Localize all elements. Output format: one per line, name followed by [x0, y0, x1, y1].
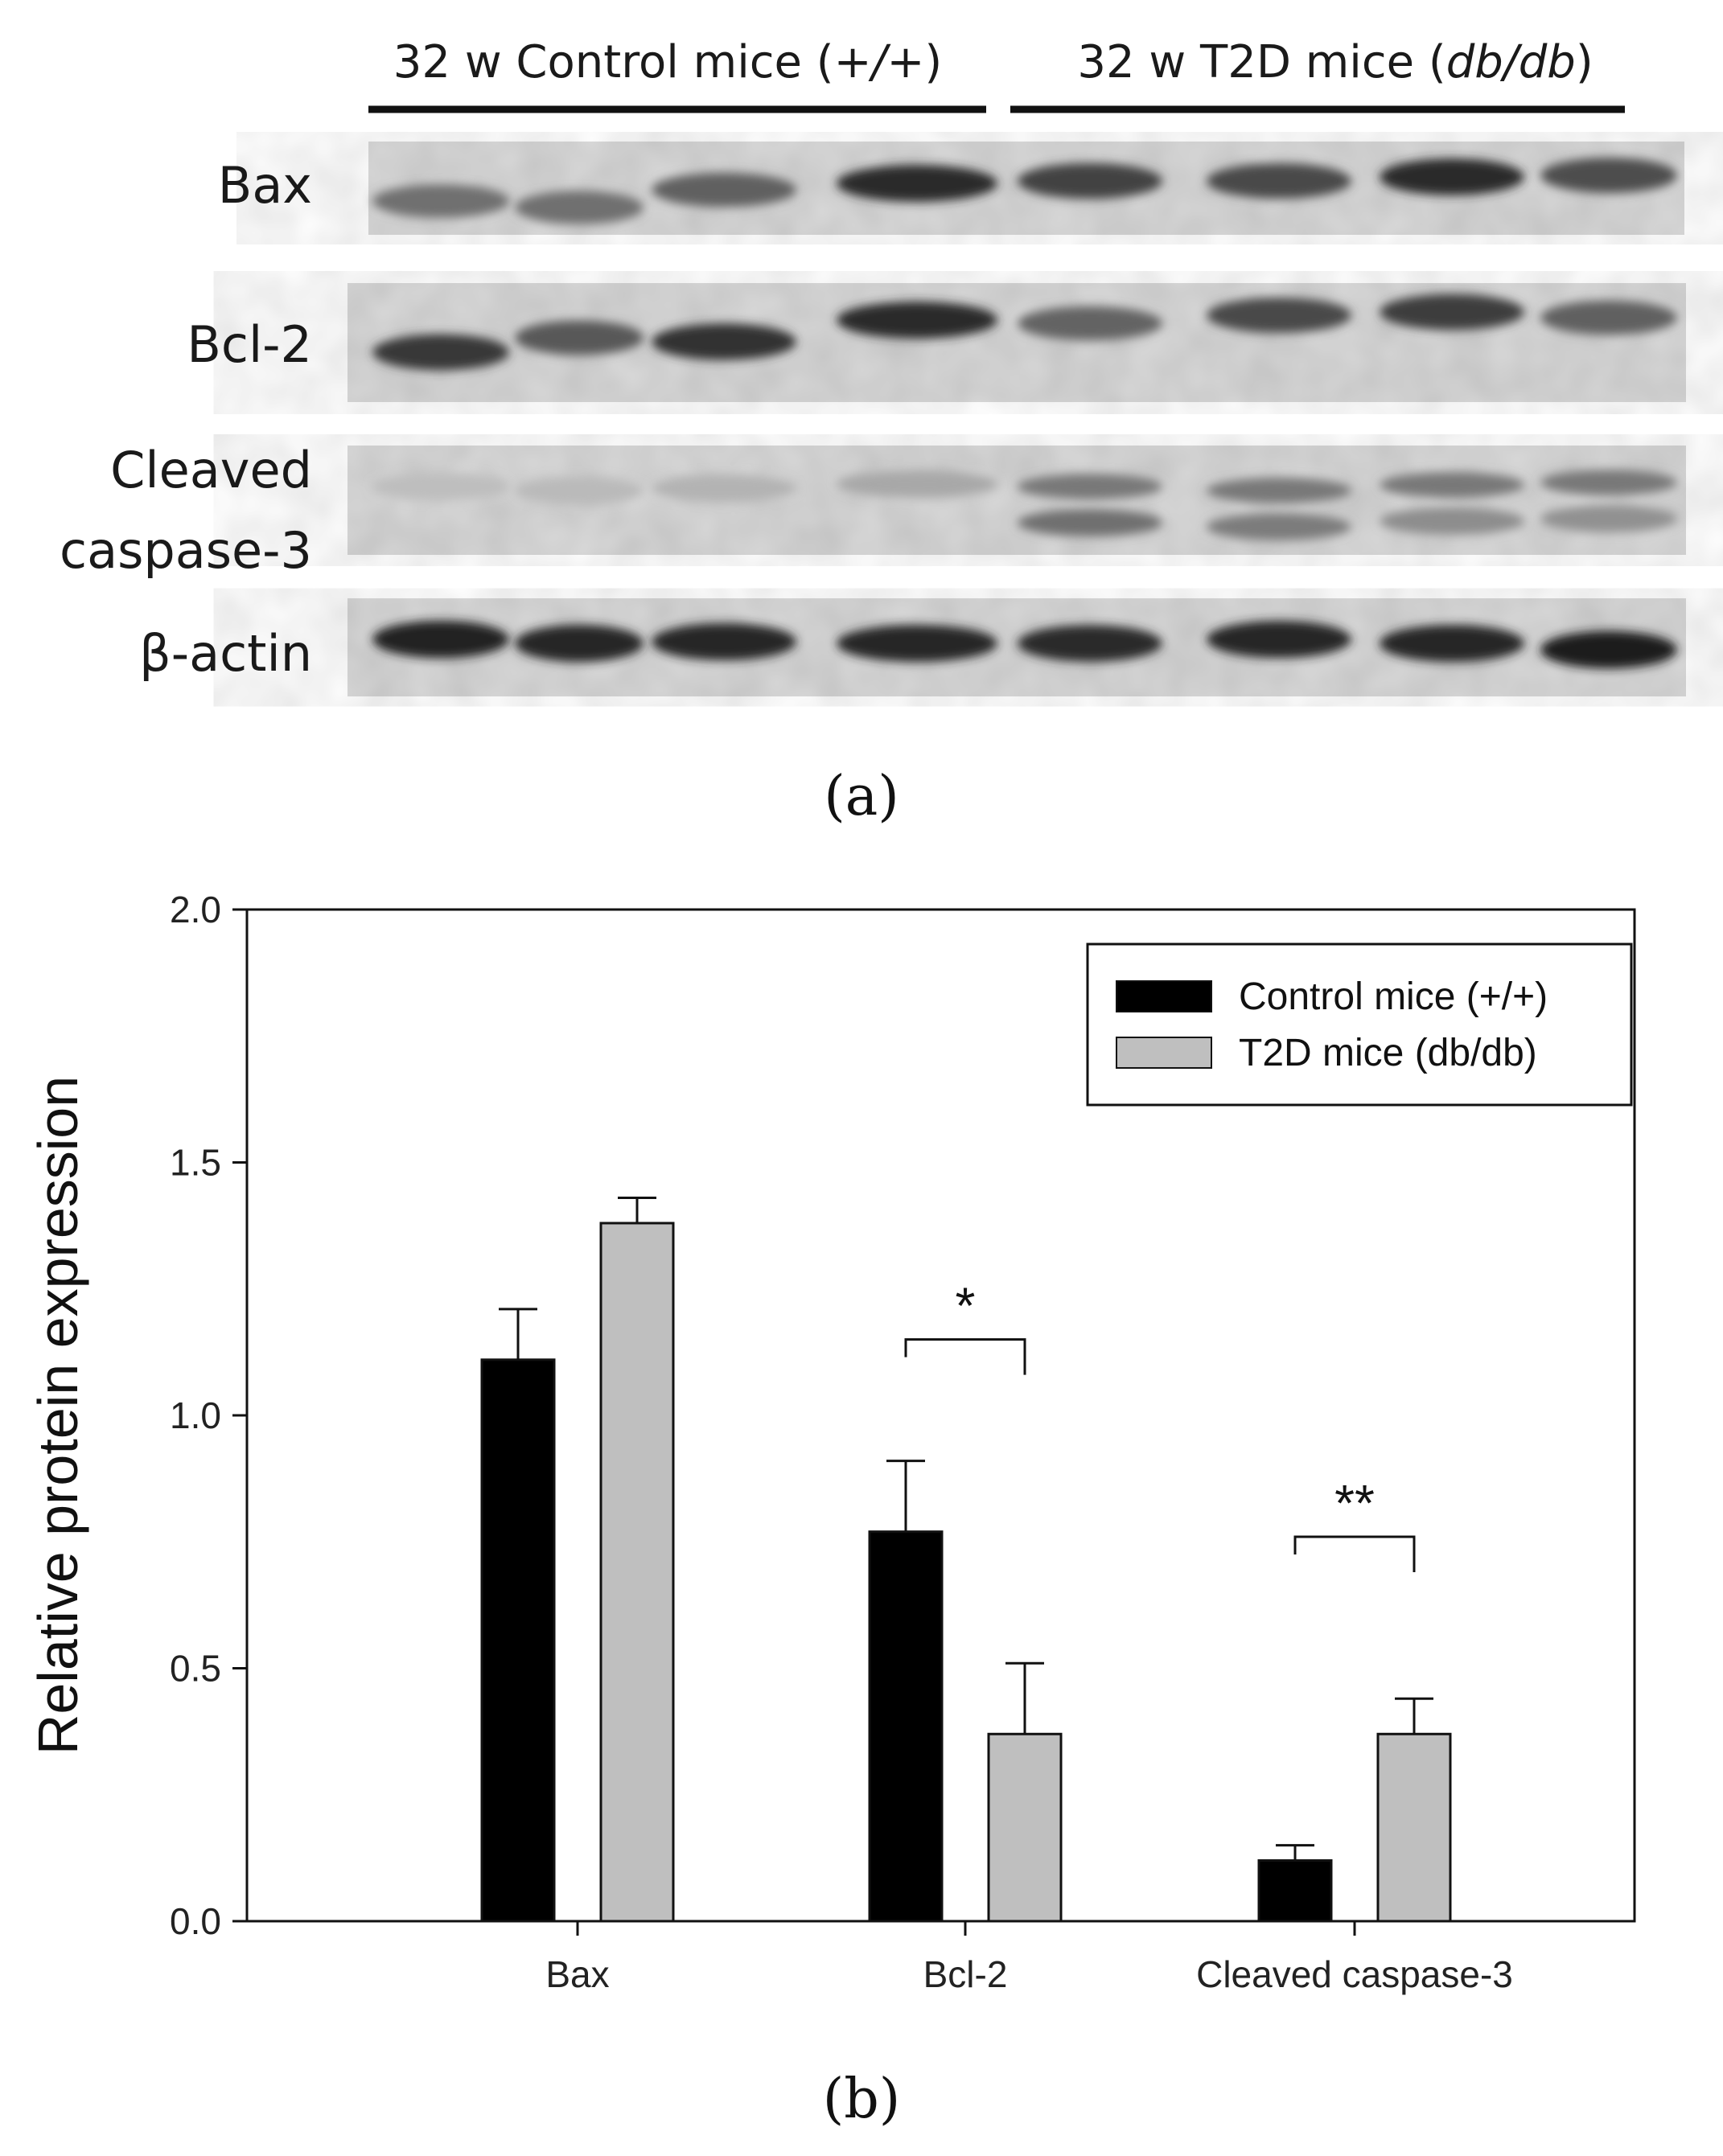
significance-bracket-cleaved-caspase-3 — [1293, 1535, 1416, 1572]
blot-band-cleaved-3 — [652, 474, 796, 502]
blot-row-label-beta-actin: β-actin — [139, 624, 312, 683]
bar-control-bax — [480, 1358, 556, 1923]
western-blot-panel: 32 w Control mice (+/+) 32 w T2D mice (d… — [60, 36, 1686, 828]
blot-band-bcl-2-6 — [1207, 297, 1351, 334]
blot-band-cleaved-2 — [515, 477, 644, 504]
blot-band-cleaved-4 — [837, 470, 997, 498]
blot-band-bax-6 — [1207, 162, 1351, 199]
legend-swatch-t2d — [1116, 1037, 1212, 1069]
group-label-t2d: 32 w T2D mice (db/db) — [1077, 36, 1593, 88]
blot-band-cleaved-1 — [372, 473, 509, 500]
significance-marker-bcl-2: * — [956, 1277, 976, 1335]
significance-annotations: *** — [904, 1277, 1416, 1572]
group-label-control-suffix: ) — [924, 36, 942, 88]
blot-band-bcl-2-2 — [515, 320, 644, 355]
blot-band-upper-cleaved-7 — [1380, 472, 1524, 498]
blot-row-label-bax: Bax — [218, 156, 312, 215]
group-label-control-genotype: +/+ — [834, 36, 925, 88]
bar-control-cleaved-caspase-3 — [1257, 1859, 1333, 1923]
blot-band-actin-2 — [515, 624, 644, 663]
blot-band-actin-5 — [1018, 625, 1162, 662]
blot-band-cleaved-5 — [1018, 509, 1162, 536]
blot-band-cleaved-7 — [1380, 507, 1524, 535]
blot-band-cleaved-8 — [1540, 505, 1677, 532]
group-label-t2d-prefix: 32 w T2D mice ( — [1077, 36, 1445, 88]
x-tick-label-cleaved-caspase-3: Cleaved caspase-3 — [1196, 1953, 1513, 1995]
x-axis: Bax Bcl-2 Cleaved caspase-3 — [545, 1921, 1513, 1995]
bar-control-bcl-2 — [868, 1530, 944, 1923]
significance-marker-cleaved-caspase-3: ** — [1334, 1474, 1375, 1532]
y-tick-label-0.0: 0.0 — [170, 1900, 221, 1942]
blot-band-bcl-2-5 — [1018, 306, 1162, 341]
group-label-t2d-genotype: db/db — [1446, 36, 1576, 88]
y-tick-label-2.0: 2.0 — [170, 889, 221, 930]
blot-band-bax-3 — [652, 172, 796, 207]
blot-band-cleaved-6 — [1207, 513, 1351, 540]
blot-row-label-bcl2: Bcl-2 — [187, 315, 312, 374]
blot-band-bax-5 — [1018, 162, 1162, 199]
blot-row-label-caspase3: caspase-3 — [60, 521, 312, 580]
bar-t2d-bax — [599, 1222, 675, 1923]
y-axis: 0.0 0.5 1.0 1.5 2.0 — [170, 889, 247, 1942]
x-tick-label-bcl-2: Bcl-2 — [923, 1953, 1008, 1995]
panel-a-label: (a) — [824, 765, 899, 828]
legend-box — [1086, 942, 1633, 1107]
legend-label-t2d: T2D mice (db/db) — [1239, 1032, 1537, 1074]
blot-band-actin-8 — [1540, 630, 1677, 669]
y-tick-label-1.0: 1.0 — [170, 1394, 221, 1436]
blot-band-upper-cleaved-8 — [1540, 470, 1677, 495]
y-tick-label-0.5: 0.5 — [170, 1648, 221, 1690]
blot-band-actin-4 — [837, 624, 997, 663]
bar-t2d-cleaved-caspase-3 — [1376, 1732, 1452, 1923]
blot-strips — [347, 142, 1686, 696]
blot-band-upper-cleaved-5 — [1018, 474, 1162, 499]
significance-bracket-bcl-2 — [904, 1338, 1026, 1375]
legend-swatch-control — [1116, 980, 1212, 1012]
blot-band-bcl-2-8 — [1540, 300, 1677, 335]
blot-band-bax-2 — [515, 191, 644, 224]
blot-band-actin-6 — [1207, 620, 1351, 659]
blot-row-label-cleaved: Cleaved — [110, 441, 312, 499]
blot-band-actin-1 — [372, 620, 509, 659]
panel-b-label: (b) — [823, 2068, 901, 2131]
y-axis-title: Relative protein expression — [27, 1076, 89, 1755]
legend: Control mice (+/+) T2D mice (db/db) — [1086, 942, 1633, 1107]
blot-band-bcl-2-1 — [372, 334, 509, 371]
legend-label-control: Control mice (+/+) — [1239, 975, 1548, 1018]
blot-band-bcl-2-3 — [652, 323, 796, 360]
blot-band-bax-4 — [837, 165, 997, 202]
bar-t2d-bcl-2 — [987, 1732, 1063, 1923]
blot-band-bcl-2-7 — [1380, 294, 1524, 331]
blot-band-upper-cleaved-6 — [1207, 478, 1351, 503]
group-label-t2d-suffix: ) — [1576, 36, 1593, 88]
blot-band-actin-7 — [1380, 624, 1524, 663]
blot-band-bcl-2-4 — [837, 302, 997, 339]
group-label-control: 32 w Control mice (+/+) — [393, 36, 942, 88]
group-label-control-prefix: 32 w Control mice ( — [393, 36, 834, 88]
bar-chart: 0.0 0.5 1.0 1.5 2.0 Bax Bcl-2 Cleaved caspase-… — [27, 889, 1636, 2131]
blot-band-bax-8 — [1540, 158, 1677, 193]
y-tick-label-1.5: 1.5 — [170, 1142, 221, 1184]
blot-band-bax-1 — [372, 184, 509, 218]
blot-band-actin-3 — [652, 622, 796, 661]
blot-band-bax-7 — [1380, 158, 1524, 195]
chart-bars — [480, 1197, 1452, 1923]
x-tick-label-bax: Bax — [545, 1953, 609, 1995]
